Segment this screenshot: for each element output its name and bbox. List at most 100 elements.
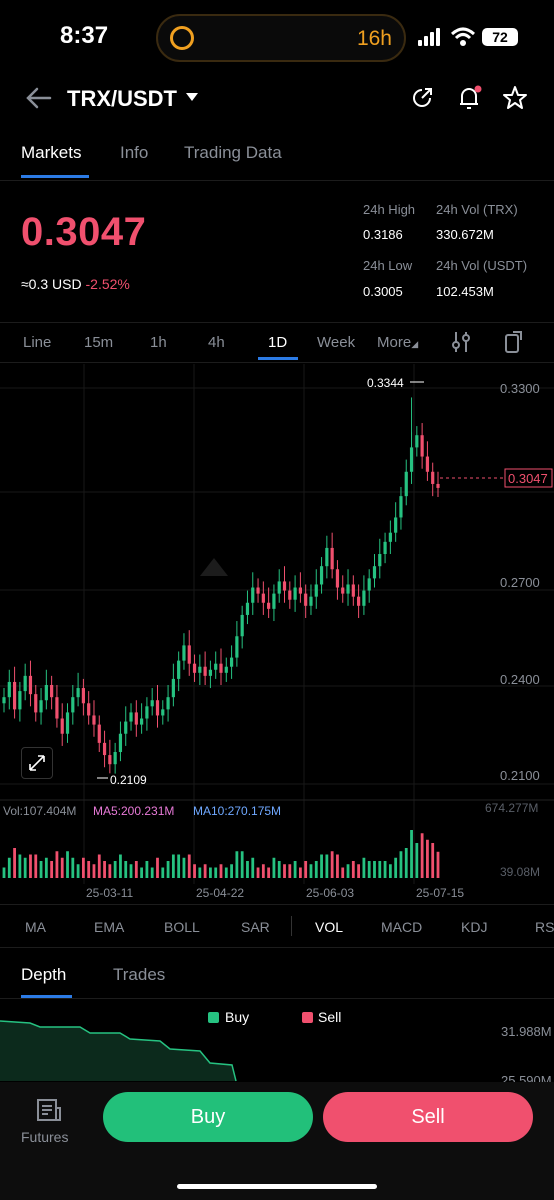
candle-body xyxy=(208,669,213,676)
volume-bar xyxy=(214,867,218,878)
volume-bar xyxy=(351,861,355,878)
candle-body xyxy=(192,663,197,673)
candle-body xyxy=(124,721,128,734)
candle-body xyxy=(55,697,59,719)
volume-bar xyxy=(367,861,371,878)
indicator-rsi[interactable]: RSI xyxy=(535,919,554,935)
favorite-star-icon[interactable] xyxy=(502,85,528,111)
interval-more[interactable]: More◢ xyxy=(377,334,418,351)
divider xyxy=(0,322,554,323)
share-icon[interactable] xyxy=(410,86,434,110)
vol-usdt-value: 102.453M xyxy=(436,284,494,299)
interval-4h[interactable]: 4h xyxy=(208,334,225,351)
usd-approx: ≈0.3 xyxy=(21,276,49,292)
candle-body xyxy=(367,578,371,591)
candle-body xyxy=(177,660,181,679)
depth-axis-top: 31.988M xyxy=(501,1024,552,1039)
indicator-ema[interactable]: EMA xyxy=(94,919,125,935)
candle-body xyxy=(92,715,96,725)
volume-bar xyxy=(171,854,175,878)
volume-bar xyxy=(235,851,239,878)
candle-body xyxy=(304,593,308,606)
volume-bar xyxy=(134,861,138,878)
y-axis-label: 0.3300 xyxy=(500,381,540,396)
candle-body xyxy=(39,700,43,713)
volume-bar xyxy=(240,851,244,878)
buy-button[interactable]: Buy xyxy=(103,1092,313,1142)
candle-body xyxy=(7,681,11,698)
volume-bar xyxy=(320,854,323,878)
pair-title[interactable]: TRX/USDT xyxy=(67,86,177,111)
candlestick-chart[interactable]: 0.3300 0.2700 0.2400 0.2100 0.3047 0.334… xyxy=(0,364,554,904)
tab-info[interactable]: Info xyxy=(120,143,149,162)
volume-bar xyxy=(394,857,398,878)
volume-bar xyxy=(383,861,387,878)
candle-body xyxy=(293,587,297,600)
volume-bar xyxy=(66,851,69,878)
back-arrow-icon[interactable] xyxy=(24,86,52,110)
indicator-settings-icon[interactable] xyxy=(451,331,471,353)
indicator-vol[interactable]: VOL xyxy=(315,919,344,935)
futures-icon[interactable] xyxy=(36,1098,62,1122)
cellular-signal-icon xyxy=(418,28,444,46)
usd-label: USD xyxy=(52,276,82,292)
volume-bar xyxy=(267,867,271,878)
sell-button[interactable]: Sell xyxy=(323,1092,533,1142)
interval-1h[interactable]: 1h xyxy=(150,334,167,351)
candle-body xyxy=(76,688,80,698)
volume-bar xyxy=(145,861,149,878)
tab-trades[interactable]: Trades xyxy=(113,965,166,984)
candle-body xyxy=(362,590,366,606)
candle-body xyxy=(357,596,361,606)
volume-bar xyxy=(55,851,59,878)
interval-1d[interactable]: 1D xyxy=(268,334,288,351)
candle-body xyxy=(346,584,350,594)
current-price-tag-text: 0.3047 xyxy=(508,471,548,486)
volume-bar xyxy=(336,854,339,878)
interval-active-indicator xyxy=(258,357,298,360)
island-timer-text: 16h xyxy=(356,27,392,50)
candle-body xyxy=(145,706,149,719)
volume-bar xyxy=(272,857,276,878)
interval-15m[interactable]: 15m xyxy=(84,334,114,351)
rotate-screen-icon[interactable] xyxy=(503,330,525,354)
indicator-boll[interactable]: BOLL xyxy=(164,919,200,935)
volume-bar xyxy=(103,861,106,878)
candle-body xyxy=(18,691,22,710)
depth-buy-line xyxy=(0,1020,237,1082)
candle-body xyxy=(113,752,117,765)
indicator-ma[interactable]: MA xyxy=(25,919,46,935)
volume-bar xyxy=(113,861,117,878)
volume-bar xyxy=(2,867,6,878)
volume-bar xyxy=(256,867,260,878)
ma10-value: MA10:270.175M xyxy=(193,804,281,818)
candle-body xyxy=(394,517,398,533)
interval-week[interactable]: Week xyxy=(317,334,356,351)
indicator-macd[interactable]: MACD xyxy=(381,919,423,935)
indicator-kdj[interactable]: KDJ xyxy=(461,919,488,935)
candle-body xyxy=(245,602,250,615)
tab-trading-data[interactable]: Trading Data xyxy=(184,143,282,162)
pair-dropdown-icon[interactable] xyxy=(185,92,199,102)
volume-bar xyxy=(161,867,165,878)
alert-bell-icon[interactable] xyxy=(456,84,484,112)
candle-body xyxy=(298,587,302,594)
indicator-sar[interactable]: SAR xyxy=(241,919,270,935)
tab-markets[interactable]: Markets xyxy=(21,143,82,162)
volume-bar xyxy=(378,861,382,878)
current-price-tag xyxy=(504,468,553,488)
candle-body xyxy=(44,685,48,701)
fullscreen-button[interactable] xyxy=(21,747,53,779)
volume-bar xyxy=(420,833,424,878)
volume-bar xyxy=(87,861,91,878)
volume-bar xyxy=(431,843,435,878)
volume-bar xyxy=(18,854,22,878)
candle-body xyxy=(341,587,345,594)
divider xyxy=(0,180,554,181)
tab-depth[interactable]: Depth xyxy=(21,965,67,984)
interval-line[interactable]: Line xyxy=(23,334,52,351)
candle-body xyxy=(267,602,271,609)
futures-label[interactable]: Futures xyxy=(21,1129,69,1145)
volume-bar xyxy=(50,861,54,878)
candle-body xyxy=(288,590,292,600)
